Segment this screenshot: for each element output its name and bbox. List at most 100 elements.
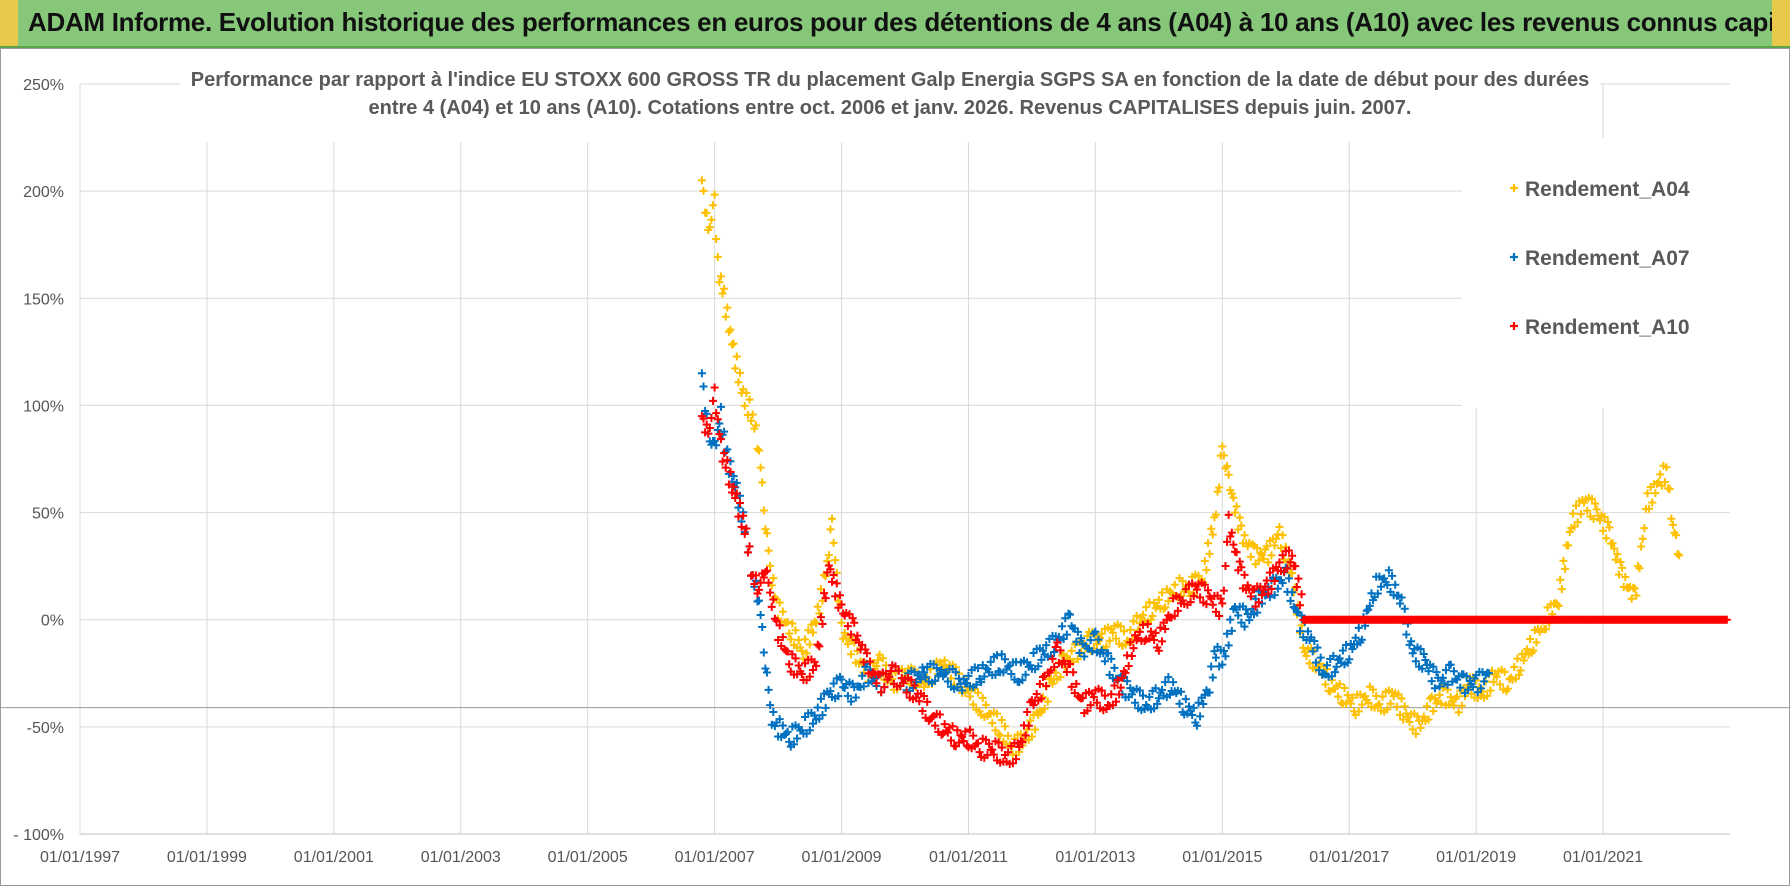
data-point: [1396, 599, 1404, 608]
legend-marker-icon: [1510, 184, 1518, 192]
chart-legend[interactable]: Rendement_A04 Rendement_A07 Rendement_A10: [1462, 138, 1732, 408]
data-point: [1373, 701, 1382, 710]
data-point: [821, 594, 830, 603]
data-point: [785, 737, 794, 746]
data-point: [826, 565, 835, 574]
data-point: [1096, 634, 1105, 643]
data-point: [1021, 731, 1030, 740]
data-point: [775, 621, 784, 630]
data-point: [877, 688, 886, 697]
data-point: [961, 727, 970, 736]
data-point: [1158, 637, 1167, 646]
data-point: [793, 734, 802, 743]
data-point: [1675, 551, 1684, 560]
data-point: [1015, 742, 1024, 751]
data-point: [1072, 679, 1081, 688]
data-point: [1621, 572, 1630, 581]
data-point: [699, 382, 708, 391]
data-point: [1288, 588, 1297, 597]
data-point: [1288, 551, 1297, 560]
x-tick-label: 01/01/2019: [1436, 849, 1516, 866]
data-point: [1373, 589, 1382, 598]
data-point: [1277, 544, 1286, 553]
data-point: [758, 622, 767, 631]
data-point: [966, 692, 975, 701]
data-point: [715, 430, 724, 439]
data-point: [1029, 649, 1038, 658]
data-point: [1145, 692, 1154, 701]
legend-item-Rendement_A04[interactable]: Rendement_A04: [1510, 178, 1690, 201]
data-point: [759, 573, 768, 582]
legend-item-Rendement_A07[interactable]: Rendement_A07: [1510, 247, 1690, 270]
data-point: [1602, 534, 1611, 543]
data-point: [1240, 531, 1249, 540]
data-point: [755, 596, 764, 605]
data-point: [1037, 694, 1046, 703]
data-point: [751, 571, 760, 580]
data-point: [740, 529, 749, 538]
data-point: [810, 657, 819, 666]
data-point: [1419, 712, 1428, 721]
y-tick-label: 250%: [23, 77, 64, 94]
data-point: [872, 679, 881, 688]
data-point: [720, 449, 729, 458]
data-point: [1213, 487, 1222, 496]
data-point: [1189, 703, 1198, 712]
data-point: [880, 683, 889, 692]
data-point: [756, 463, 765, 472]
data-point: [1110, 663, 1119, 672]
data-point: [843, 640, 852, 649]
data-point: [1556, 575, 1565, 584]
data-point: [840, 683, 849, 692]
data-point: [812, 661, 821, 670]
data-point: [1411, 729, 1420, 738]
data-point: [1442, 666, 1451, 675]
data-point: [1211, 607, 1220, 616]
data-point: [964, 671, 973, 680]
data-point: [1346, 699, 1355, 708]
y-tick-label: -50%: [27, 720, 64, 737]
data-point: [788, 619, 797, 628]
legend-item-Rendement_A10[interactable]: Rendement_A10: [1510, 316, 1690, 339]
data-point: [1234, 611, 1243, 620]
data-point: [996, 731, 1005, 740]
data-point: [1199, 700, 1208, 709]
data-point: [716, 272, 725, 281]
data-point: [1432, 668, 1441, 677]
data-point: [1419, 650, 1428, 659]
data-point: [816, 694, 825, 703]
data-point: [1357, 635, 1366, 644]
data-point: [1221, 562, 1230, 571]
data-point: [1143, 620, 1152, 629]
data-point: [1614, 570, 1623, 579]
data-point: [958, 732, 967, 741]
data-point: [1159, 605, 1168, 614]
data-point: [762, 566, 771, 575]
data-point: [1221, 652, 1230, 661]
data-point: [1435, 682, 1444, 691]
data-point: [721, 463, 730, 472]
data-point: [1386, 699, 1395, 708]
data-point: [1184, 702, 1193, 711]
data-point: [1275, 522, 1284, 531]
data-point: [1262, 576, 1271, 585]
data-point: [832, 579, 841, 588]
data-point: [1457, 701, 1466, 710]
data-point: [1532, 638, 1541, 647]
data-point: [1112, 697, 1121, 706]
data-point: [1169, 678, 1178, 687]
data-point: [1665, 485, 1674, 494]
data-point: [843, 691, 852, 700]
data-point: [1253, 608, 1262, 617]
data-point: [1364, 698, 1373, 707]
data-point: [1164, 673, 1173, 682]
data-point: [1408, 649, 1417, 658]
data-point: [736, 498, 744, 507]
data-point: [1526, 634, 1535, 643]
data-point: [948, 722, 957, 731]
data-point: [835, 591, 844, 600]
data-point: [1027, 732, 1036, 741]
legend-label: Rendement_A04: [1525, 178, 1690, 201]
data-point: [1170, 580, 1179, 589]
data-point: [755, 585, 764, 594]
